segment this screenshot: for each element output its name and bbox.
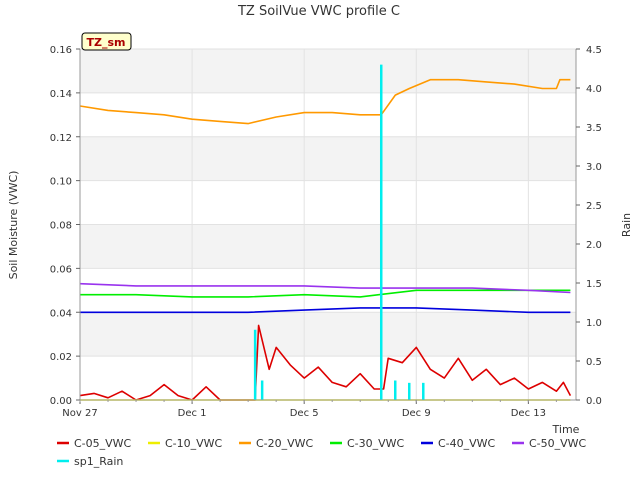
series-C-50_VWC — [79, 282, 571, 294]
plot-bands — [80, 49, 576, 357]
series-sp1_Rain — [253, 64, 425, 400]
legend-item: C-50_VWC — [512, 437, 587, 450]
legend-label: C-40_VWC — [438, 437, 496, 450]
x-tick-label: Dec 5 — [290, 408, 319, 419]
series-C-20_VWC — [79, 78, 571, 125]
series-line — [79, 78, 571, 125]
y-axis-label: Soil Moisture (VWC) — [7, 171, 20, 280]
series-line — [80, 289, 571, 298]
series-C-30_VWC — [80, 289, 571, 298]
plot-band — [80, 224, 576, 269]
legend: C-05_VWC C-10_VWC C-20_VWC C-30_VWC C-40_VWC… — [57, 437, 587, 468]
y2-tick-label: 2.0 — [586, 240, 602, 251]
y-tick-label: 0.16 — [50, 45, 72, 56]
legend-label: C-20_VWC — [256, 437, 314, 450]
x-tick-label: Dec 13 — [511, 408, 546, 419]
legend-label: sp1_Rain — [74, 455, 123, 468]
y-tick-label: 0.10 — [50, 177, 72, 188]
plot-band — [80, 136, 576, 181]
y2-tick-label: 3.5 — [586, 123, 602, 134]
legend-item: C-20_VWC — [239, 437, 314, 450]
y2-tick-label: 2.5 — [586, 201, 602, 212]
x-tick-label: Nov 27 — [62, 408, 97, 419]
axes: 0.00 0.02 0.04 0.06 0.08 0.10 0.12 0.14 0.16 0.0 0… — [50, 45, 602, 419]
legend-item: C-10_VWC — [148, 437, 223, 450]
y2-axis-label: Rain — [620, 213, 633, 237]
series-line — [79, 282, 571, 294]
y2-tick-label: 1.5 — [586, 279, 602, 290]
y-tick-label: 0.08 — [50, 221, 72, 232]
y2-tick-label: 0.5 — [586, 357, 602, 368]
y2-tick-label: 0.0 — [586, 396, 602, 407]
y-tick-label: 0.00 — [50, 396, 72, 407]
station-label-box — [81, 32, 132, 51]
x-tick-label: Dec 9 — [402, 408, 431, 419]
x-tick-label: Dec 1 — [178, 408, 207, 419]
series-line — [80, 307, 571, 314]
legend-item: C-40_VWC — [421, 437, 496, 450]
legend-label: C-30_VWC — [347, 437, 405, 450]
series-line — [79, 324, 572, 401]
plot-band — [80, 312, 576, 357]
y2-tick-label: 4.5 — [586, 45, 602, 56]
plot-band — [80, 49, 576, 93]
chart-title: TZ SoilVue VWC profile C — [237, 4, 400, 19]
legend-label: C-10_VWC — [165, 437, 223, 450]
legend-item: sp1_Rain — [57, 455, 123, 468]
series-C-05_VWC — [79, 324, 572, 401]
y2-tick-label: 1.0 — [586, 318, 602, 329]
y-tick-label: 0.04 — [50, 308, 72, 319]
legend-label: C-05_VWC — [74, 437, 132, 450]
legend-item: C-05_VWC — [57, 437, 132, 450]
y2-tick-label: 4.0 — [586, 84, 602, 95]
station-label: TZ_sm — [81, 32, 132, 51]
y-tick-label: 0.02 — [50, 352, 72, 363]
station-label-text: TZ_sm — [87, 36, 126, 49]
x-axis-label: Time — [552, 423, 580, 436]
y2-tick-label: 3.0 — [586, 162, 602, 173]
legend-label: C-50_VWC — [529, 437, 587, 450]
y-tick-label: 0.06 — [50, 264, 72, 275]
y-tick-label: 0.12 — [50, 133, 72, 144]
legend-item: C-30_VWC — [330, 437, 405, 450]
y-tick-label: 0.14 — [50, 89, 72, 100]
series-C-40_VWC — [80, 307, 571, 314]
